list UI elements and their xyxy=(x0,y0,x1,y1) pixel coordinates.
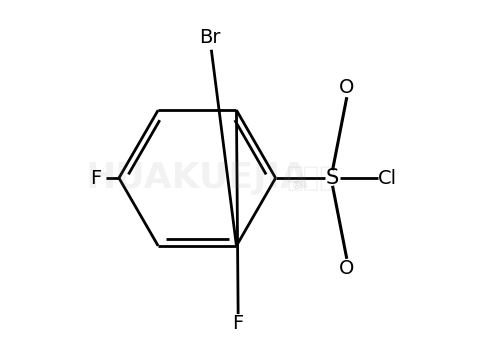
Text: O: O xyxy=(339,78,355,97)
Text: ®: ® xyxy=(291,181,301,191)
Text: F: F xyxy=(90,168,101,188)
Text: Br: Br xyxy=(199,28,220,47)
Text: F: F xyxy=(233,314,244,334)
Text: 化学加: 化学加 xyxy=(286,164,336,192)
Text: S: S xyxy=(326,168,339,188)
Text: O: O xyxy=(339,259,355,278)
Text: Cl: Cl xyxy=(378,168,397,188)
Text: HUAKUEJIA: HUAKUEJIA xyxy=(86,161,309,195)
